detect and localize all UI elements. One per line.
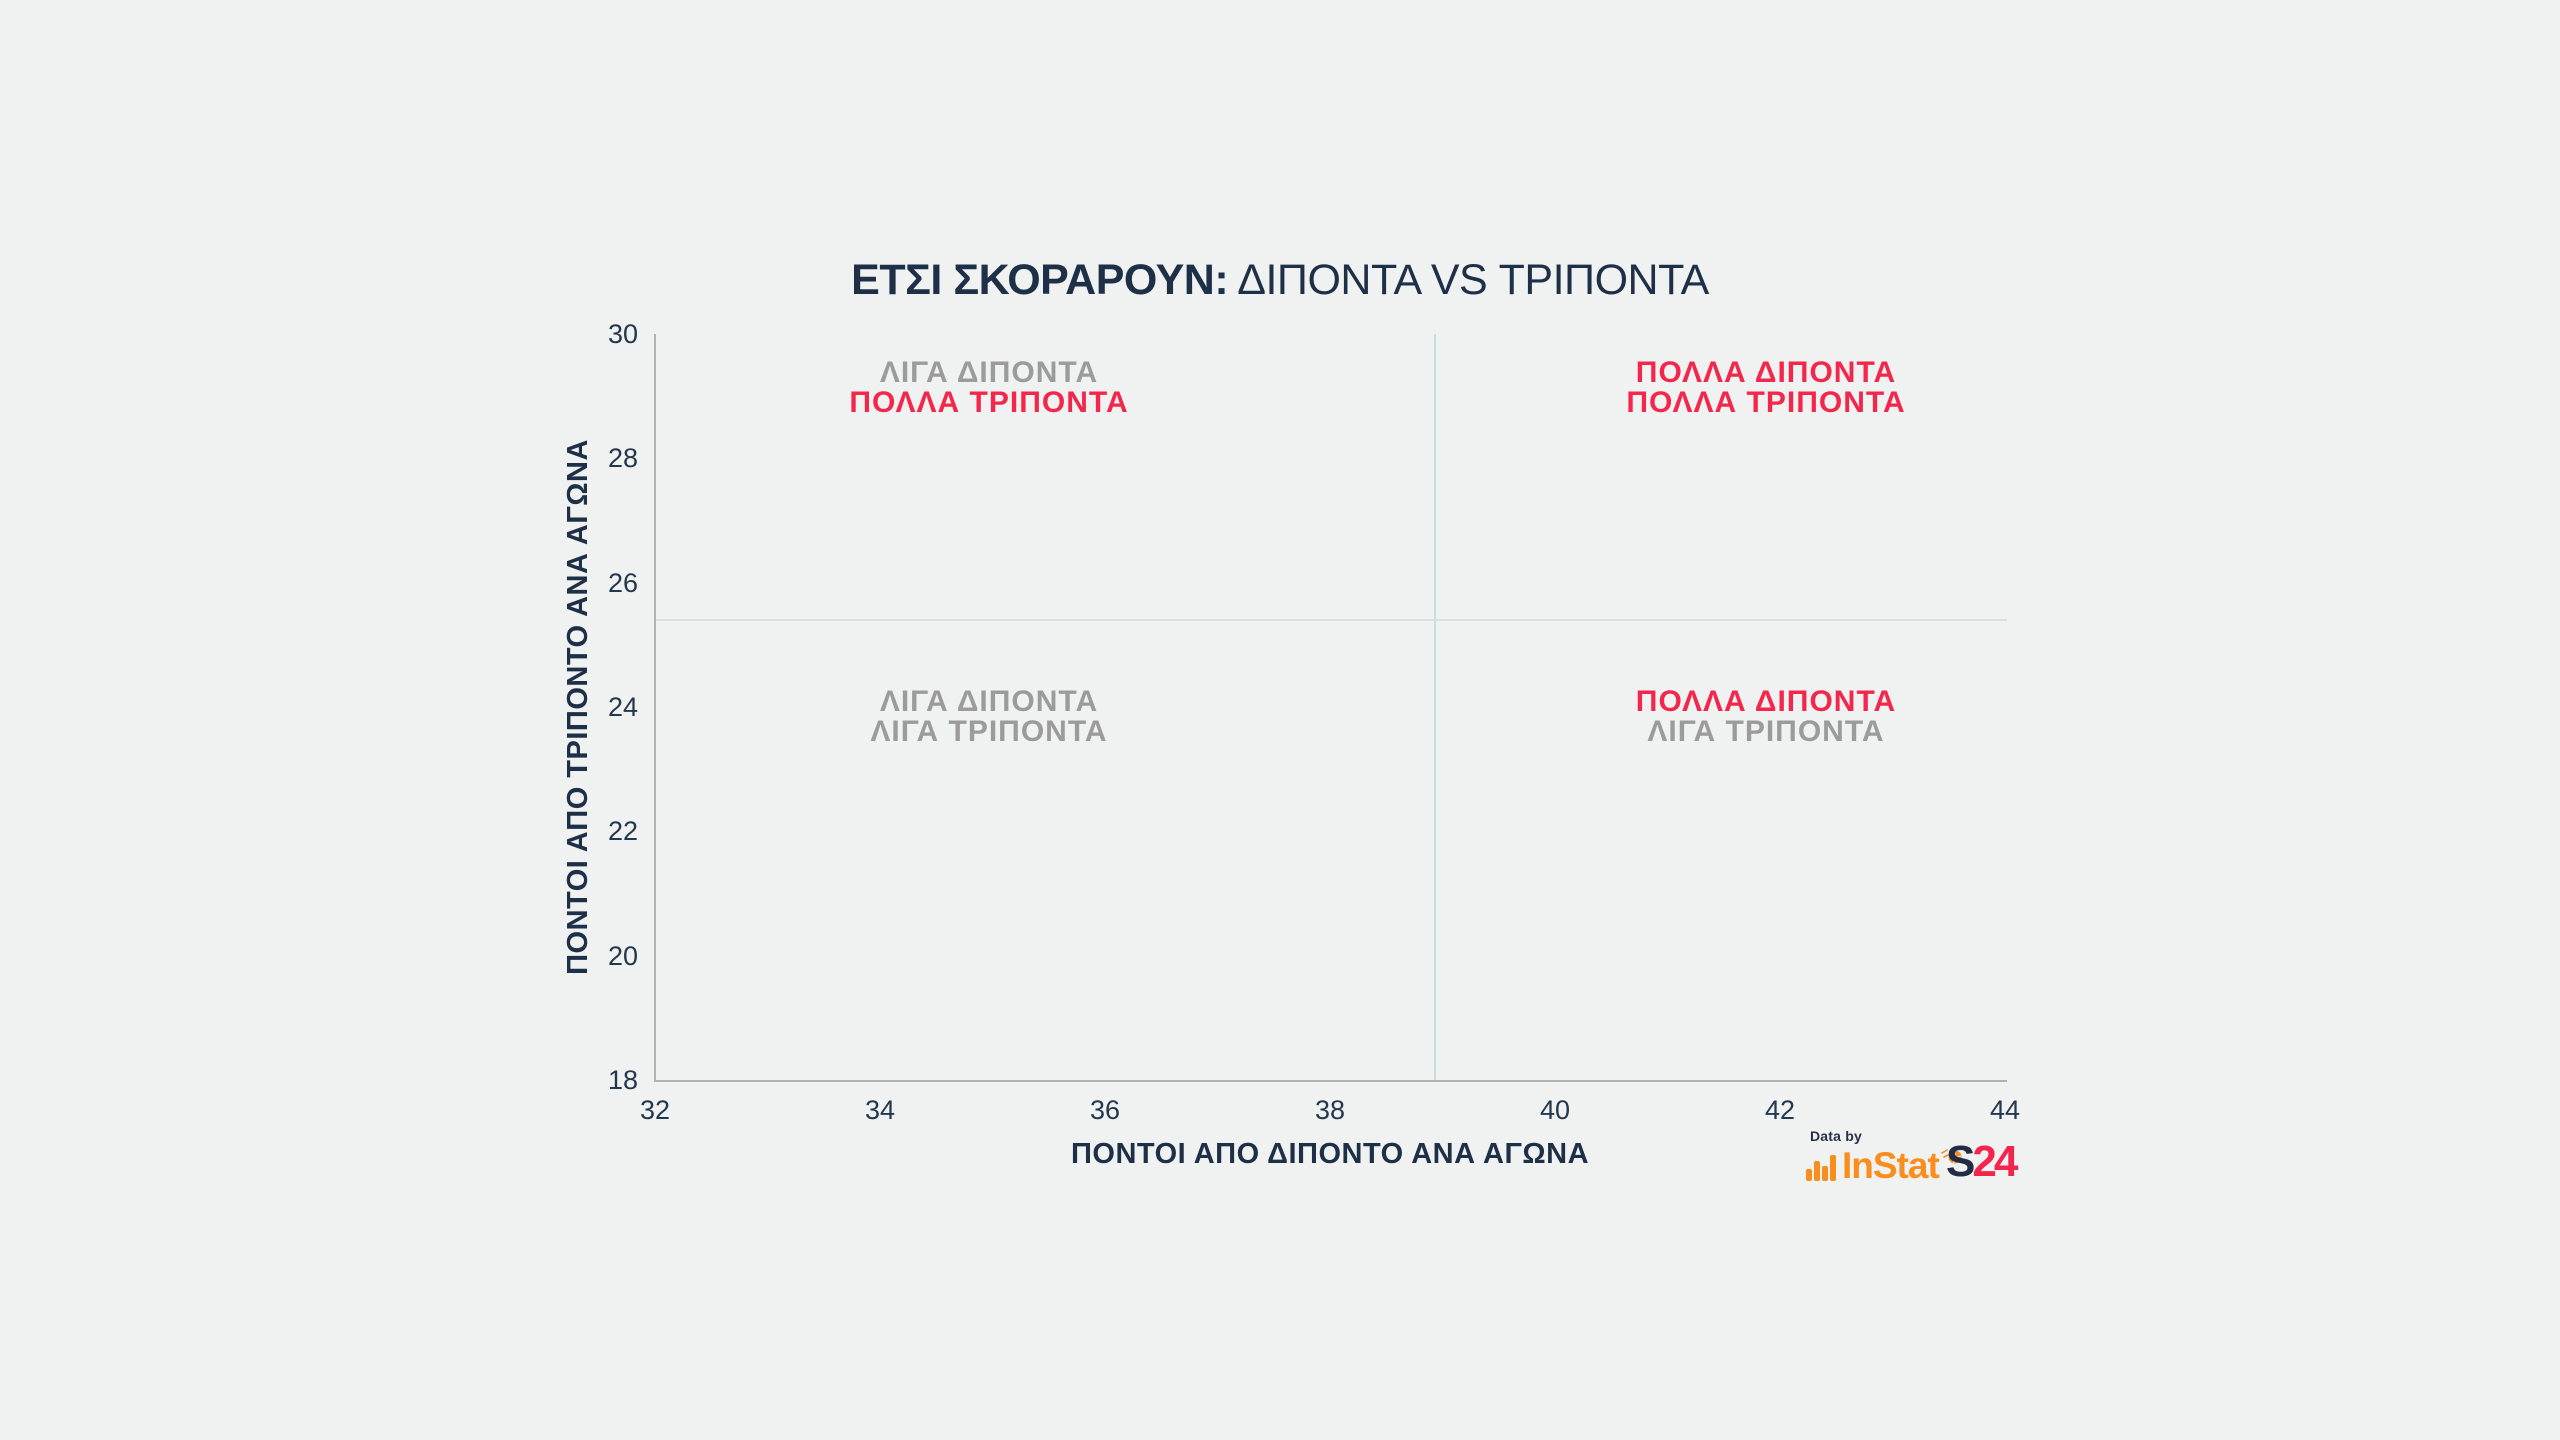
quadrant-label-bottom-right: ΠΟΛΛΑ ΔΙΠΟΝΤΑ ΛΙΓΑ ΤΡΙΠΟΝΤΑ [1466, 687, 2066, 747]
quadrant-label-line: ΠΟΛΛΑ ΤΡΙΠΟΝΤΑ [1626, 386, 1906, 419]
y-tick: 22 [607, 816, 638, 846]
y-tick: 24 [607, 692, 638, 722]
quadrant-label-line: ΠΟΛΛΑ ΔΙΠΟΝΤΑ [1635, 685, 1897, 718]
quadrant-label-line: ΛΙΓΑ ΔΙΠΟΝΤΑ [879, 356, 1099, 389]
chart-title: ΕΤΣΙ ΣΚΟΡΑΡΟΥΝ: ΔΙΠΟΝΤΑ VS ΤΡΙΠΟΝΤΑ [0, 256, 2560, 305]
y-tick: 20 [607, 941, 638, 971]
vertical-divider-line [1434, 334, 1436, 1080]
x-axis-title: ΠΟΝΤΟΙ ΑΠΟ ΔΙΠΟΝΤΟ ΑΝΑ ΑΓΩΝΑ [1070, 1138, 1590, 1170]
y-axis-title: ΠΟΝΤΟΙ ΑΠΟ ΤΡΙΠΟΝΤΟ ΑΝΑ ΑΓΩΝΑ [562, 439, 594, 975]
quadrant-label-line: ΠΟΛΛΑ ΔΙΠΟΝΤΑ [1635, 356, 1897, 389]
horizontal-divider-line [656, 619, 2007, 621]
y-tick: 28 [607, 443, 638, 473]
x-tick: 38 [1314, 1095, 1346, 1125]
x-tick: 44 [1989, 1095, 2021, 1125]
data-by-label: Data by [1810, 1128, 1862, 1144]
y-tick: 30 [607, 319, 638, 349]
quadrant-label-line: ΛΙΓΑ ΤΡΙΠΟΝΤΑ [870, 715, 1108, 748]
x-tick: 34 [864, 1095, 896, 1125]
x-tick: 36 [1089, 1095, 1121, 1125]
instat-bars-icon [1806, 1155, 1838, 1181]
chart-title-emphasis: ΕΤΣΙ ΣΚΟΡΑΡΟΥΝ: [851, 256, 1229, 304]
quadrant-label-line: ΛΙΓΑ ΤΡΙΠΟΝΤΑ [1647, 715, 1885, 748]
instat-logo: InStat [1806, 1144, 1964, 1184]
y-tick: 26 [607, 568, 638, 598]
quadrant-label-top-right: ΠΟΛΛΑ ΔΙΠΟΝΤΑ ΠΟΛΛΑ ΤΡΙΠΟΝΤΑ [1466, 358, 2066, 418]
sport24-logo-s: S [1946, 1137, 1975, 1186]
x-tick: 32 [639, 1095, 671, 1125]
quadrant-label-bottom-left: ΛΙΓΑ ΔΙΠΟΝΤΑ ΛΙΓΑ ΤΡΙΠΟΝΤΑ [689, 687, 1289, 747]
basketball-icon [1940, 1149, 1962, 1164]
chart-title-rest: ΔΙΠΟΝΤΑ VS ΤΡΙΠΟΝΤΑ [1228, 256, 1709, 304]
instat-wordmark: InStat [1842, 1145, 1940, 1186]
x-tick: 42 [1764, 1095, 1796, 1125]
quadrant-label-top-left: ΛΙΓΑ ΔΙΠΟΝΤΑ ΠΟΛΛΑ ΤΡΙΠΟΝΤΑ [689, 358, 1289, 418]
sport24-logo-24: 24 [1972, 1137, 2018, 1186]
quadrant-label-line: ΛΙΓΑ ΔΙΠΟΝΤΑ [879, 685, 1099, 718]
quadrant-chart-area: ΛΙΓΑ ΔΙΠΟΝΤΑ ΠΟΛΛΑ ΤΡΙΠΟΝΤΑ ΠΟΛΛΑ ΔΙΠΟΝΤ… [654, 334, 2007, 1082]
quadrant-label-line: ΠΟΛΛΑ ΤΡΙΠΟΝΤΑ [849, 386, 1129, 419]
sport24-logo: S24 [1946, 1137, 2018, 1186]
x-tick: 40 [1539, 1095, 1571, 1125]
y-tick: 18 [607, 1065, 638, 1095]
